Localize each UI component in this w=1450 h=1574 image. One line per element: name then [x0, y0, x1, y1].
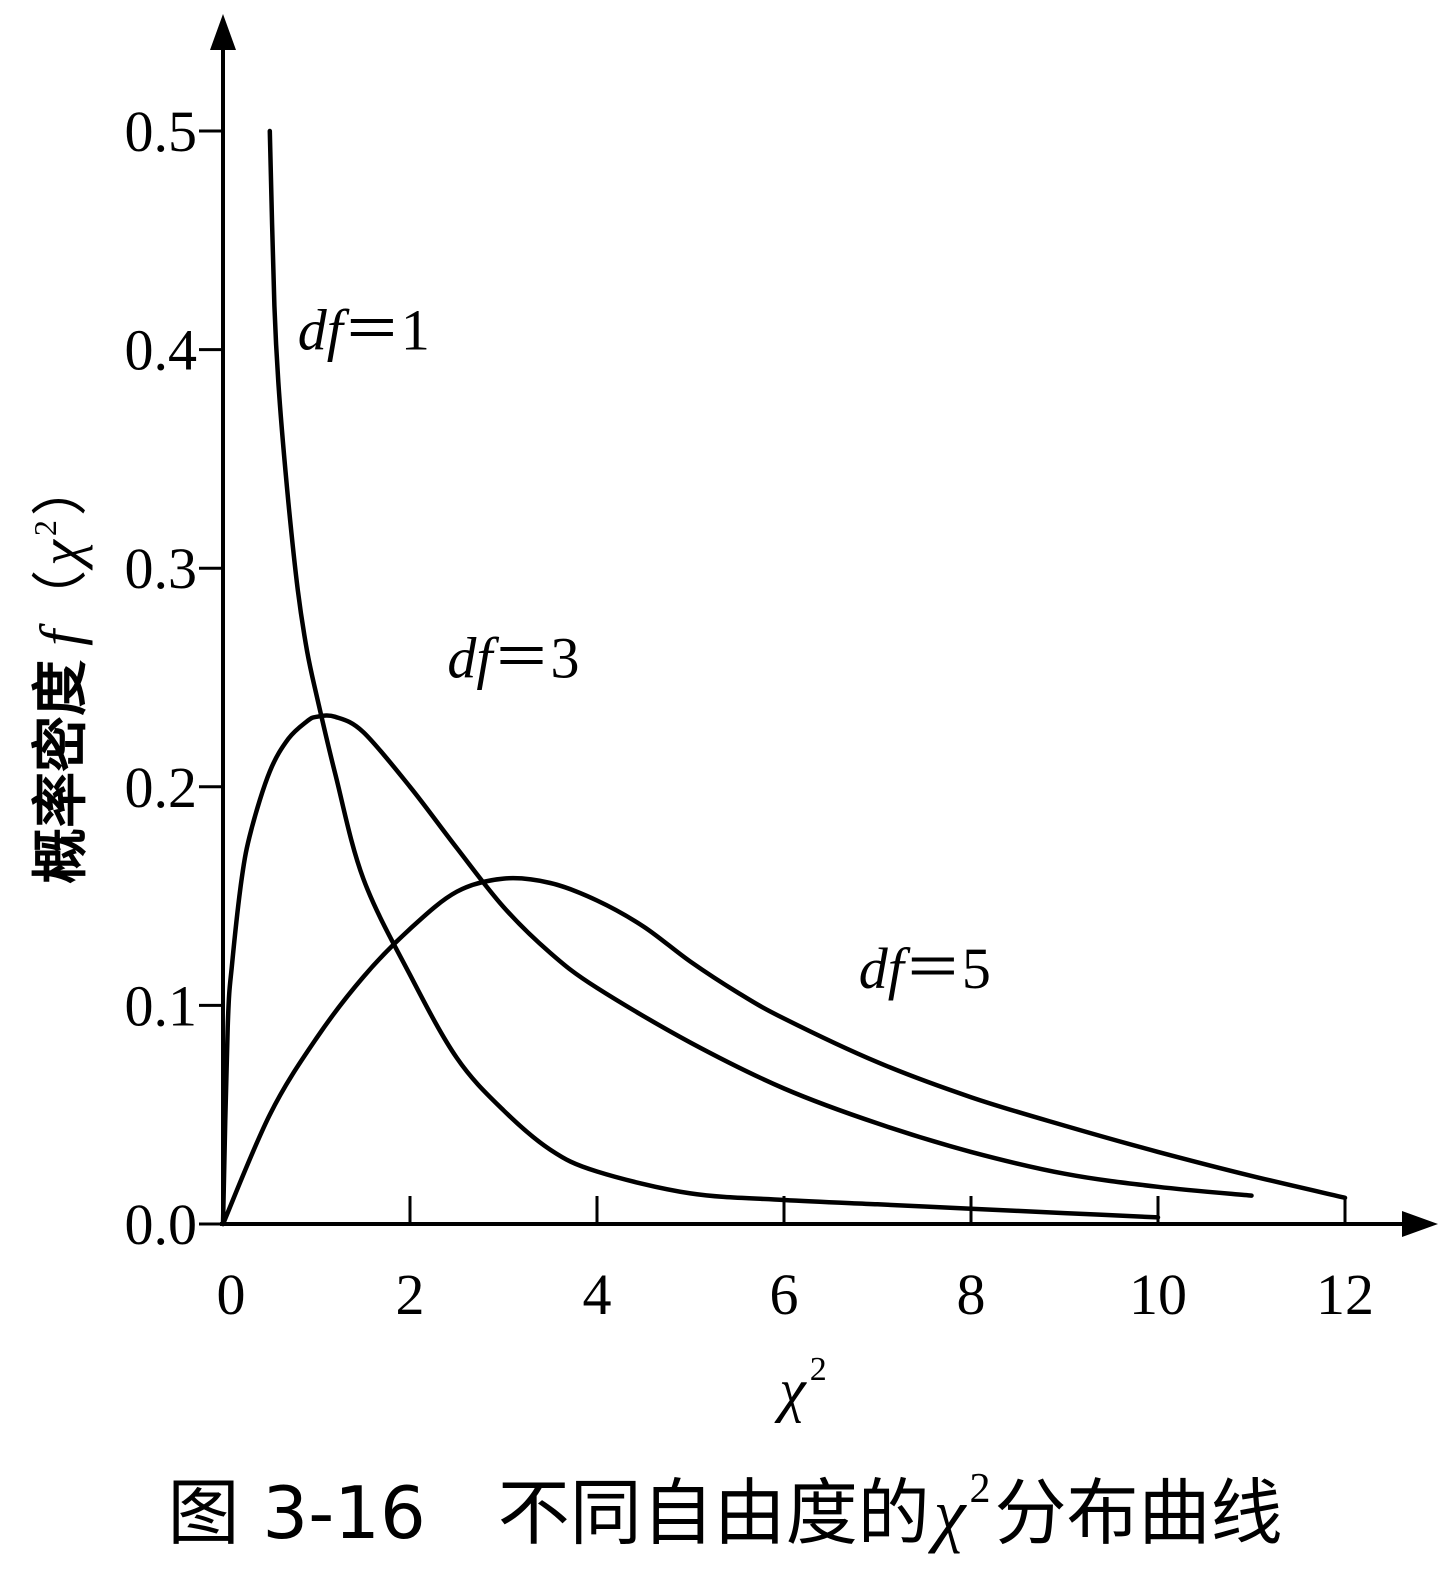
x-tick-label: 8 — [957, 1262, 986, 1327]
annotation-value: ＝3 — [493, 626, 580, 691]
curve-annotation: df＝3 — [447, 626, 579, 691]
y-label-close: ） — [29, 460, 94, 516]
y-axis-label: 概率密度 f （ χ 2 ） — [27, 460, 94, 884]
x-tick-label: 4 — [583, 1262, 612, 1327]
x-label-sup: 2 — [810, 1351, 827, 1388]
x-axis-label: χ 2 — [774, 1351, 826, 1423]
y-tick-label: 0.0 — [125, 1192, 198, 1257]
y-tick-label: 0.2 — [125, 755, 198, 820]
series-curves — [220, 128, 1348, 1227]
caption-suffix: 分布曲线 — [994, 1471, 1282, 1555]
caption-prefix: 图 3-16 不同自由度的 — [168, 1471, 930, 1555]
annotation-value: ＝5 — [904, 936, 991, 1001]
x-tick-label: 6 — [770, 1262, 799, 1327]
curve-df-5 — [220, 875, 1348, 1227]
curve-annotation: df＝1 — [298, 298, 430, 363]
svg-text:概率密度 f （ χ: 概率密度 f （ χ 2 ） — [27, 460, 94, 884]
x-ticks: 0 2 4 6 8 10 12 — [217, 1196, 1374, 1327]
x-label-var: χ — [774, 1357, 807, 1423]
annotation-df: df — [298, 298, 350, 363]
x-tick-label: 2 — [396, 1262, 425, 1327]
curve-df-1 — [267, 128, 1161, 1220]
y-tick-label: 0.3 — [125, 536, 198, 601]
x-axis-arrow — [1402, 1211, 1438, 1237]
annotation-df: df — [859, 936, 911, 1001]
y-tick-label: 0.1 — [125, 973, 198, 1038]
y-tick-label: 0.4 — [125, 318, 198, 383]
curve-df-3 — [220, 713, 1254, 1227]
x-tick-label: 12 — [1316, 1262, 1374, 1327]
x-tick-label: 0 — [217, 1262, 246, 1327]
curve-annotations: df＝1df＝3df＝5 — [298, 298, 991, 1001]
axes — [210, 14, 1438, 1237]
y-label-var: χ — [28, 539, 93, 571]
figure-caption: 图 3-16 不同自由度的 χ 2 分布曲线 — [168, 1466, 1283, 1555]
y-tick-label: 0.5 — [125, 99, 198, 164]
annotation-value: ＝1 — [343, 298, 430, 363]
caption-sup: 2 — [969, 1466, 990, 1512]
y-axis-arrow — [210, 14, 236, 50]
x-tick-label: 10 — [1129, 1262, 1187, 1327]
annotation-df: df — [447, 626, 499, 691]
y-label-sup: 2 — [27, 520, 63, 536]
y-label-prefix: 概率密度 — [29, 660, 94, 884]
caption-var: χ — [928, 1474, 968, 1554]
curve-annotation: df＝5 — [859, 936, 991, 1001]
y-ticks: 0.0 0.1 0.2 0.3 0.4 0.5 — [125, 99, 223, 1257]
y-label-open: （ — [29, 570, 94, 626]
